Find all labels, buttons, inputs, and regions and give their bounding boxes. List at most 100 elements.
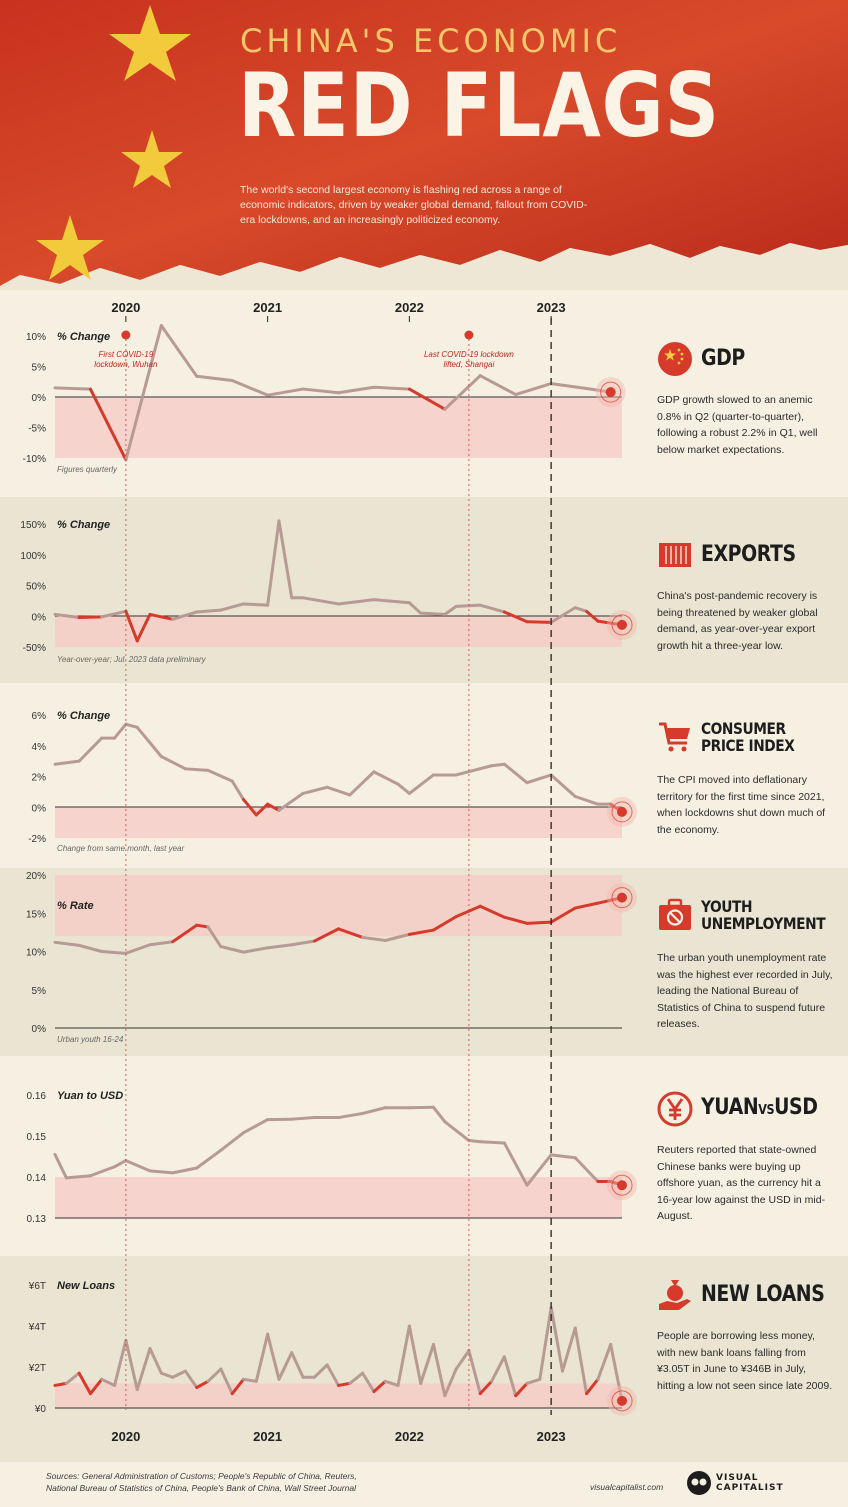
series-segment [325, 785, 352, 797]
year-label-top: 2023 [537, 300, 566, 315]
panel-gdp: GDP GDP growth slowed to an anemic 0.8% … [657, 340, 835, 458]
series-segment [312, 927, 340, 943]
series-segment [148, 1169, 175, 1175]
site-link[interactable]: visualcapitalist.com [590, 1482, 664, 1492]
series-segment [266, 943, 294, 950]
series-segment [573, 1156, 600, 1184]
danger-band [55, 807, 622, 838]
event-label: First COVID-19 [99, 350, 154, 359]
series-segment [467, 1349, 482, 1396]
series-segment [242, 1118, 270, 1135]
series-segment [454, 904, 482, 919]
panel-description: Reuters reported that state-owned Chines… [657, 1144, 826, 1222]
endpoint-ring [600, 381, 622, 403]
series-segment [77, 943, 104, 953]
y-tick-label: ¥0 [34, 1404, 47, 1415]
series-segment [135, 1347, 152, 1392]
series-segment [443, 604, 458, 616]
series-segment [230, 1377, 246, 1396]
series-segment [290, 939, 316, 947]
y-tick-label: 0.13 [27, 1214, 47, 1225]
series-segment [124, 324, 163, 462]
series-segment [77, 615, 104, 619]
series-segment [443, 374, 482, 411]
star-icon [36, 5, 191, 280]
y-tick-label: 15% [26, 909, 46, 920]
series-segment [549, 773, 577, 798]
danger-band [55, 1383, 622, 1408]
flag-background [0, 0, 848, 290]
brand-line: CAPITALIST [716, 1483, 784, 1493]
series-segment [573, 901, 600, 910]
series-segment [419, 1342, 435, 1385]
series-segment [148, 1347, 163, 1375]
series-segment [254, 802, 270, 817]
series-segment [113, 722, 128, 740]
axis-label: % Change [57, 331, 110, 343]
series-segment [549, 382, 589, 390]
series-segment [490, 1355, 506, 1383]
series-segment [348, 770, 376, 797]
series-segment [372, 385, 411, 391]
panel-title: EXPORTS [701, 542, 796, 567]
series-segment [277, 791, 305, 812]
series-segment [514, 1381, 529, 1398]
y-tick-label: 100% [20, 551, 46, 562]
series-segment [502, 1141, 529, 1187]
series-segment [124, 943, 152, 955]
panel-youth: YOUTH UNEMPLOYMENT The urban youth unemp… [657, 894, 835, 1033]
series-segment [219, 1131, 246, 1152]
panel-title: GDP [701, 346, 745, 371]
series-segment [361, 1106, 387, 1115]
endpoint-ring [611, 614, 633, 636]
series-segment [242, 798, 258, 817]
series-segment [266, 802, 281, 812]
series-segment [502, 1355, 518, 1398]
danger-band [55, 397, 622, 458]
y-tick-label: -2% [28, 834, 46, 845]
series-segment [443, 1120, 471, 1143]
panel-description: GDP growth slowed to an anemic 0.8% in Q… [657, 394, 818, 456]
brand-logo: VISUAL CAPITALIST [686, 1470, 816, 1498]
series-segment [502, 762, 529, 785]
series-segment [538, 1306, 553, 1381]
panel-loans: NEW LOANS People are borrowing less mone… [657, 1276, 835, 1394]
panel-title-part: USD [774, 1094, 818, 1120]
y-tick-label: 6% [32, 711, 47, 722]
series-segment [53, 759, 81, 766]
series-segment [219, 1367, 234, 1396]
year-label-bottom: 2021 [253, 1429, 282, 1444]
y-tick-label: 0.14 [27, 1173, 47, 1184]
brand-name: VISUAL CAPITALIST [716, 1473, 784, 1493]
series-segment [478, 1140, 506, 1145]
axis-label: Yuan to USD [57, 1090, 123, 1102]
y-tick-label: 20% [26, 871, 46, 882]
series-segment [290, 1351, 305, 1379]
series-segment [337, 598, 376, 606]
series-segment [361, 935, 387, 942]
series-segment [573, 794, 600, 806]
axis-label: % Rate [57, 900, 94, 912]
series-segment [396, 1324, 411, 1387]
y-tick-label: ¥4T [28, 1322, 46, 1333]
series-segment [277, 519, 294, 600]
series-segment [183, 767, 210, 772]
series-segment [372, 1379, 387, 1394]
series-segment [478, 603, 506, 614]
series-segment [242, 1377, 258, 1383]
series-segment [549, 906, 577, 924]
series-segment [573, 1326, 589, 1396]
endpoint-ring [611, 1390, 633, 1412]
panel-title: NEW LOANS [701, 1282, 825, 1307]
panel-title-part: YUAN [701, 1094, 759, 1120]
panel-description: People are borrowing less money, with ne… [657, 1330, 833, 1392]
yen-circle-icon [657, 1091, 693, 1127]
endpoint-ring [611, 801, 633, 823]
series-segment [560, 1326, 577, 1373]
series-segment [502, 915, 529, 925]
series-segment [454, 764, 494, 777]
year-label-top: 2022 [395, 300, 424, 315]
axis-label: % Change [57, 710, 110, 722]
y-tick-label: ¥6T [28, 1281, 46, 1292]
series-segment [312, 1363, 329, 1379]
